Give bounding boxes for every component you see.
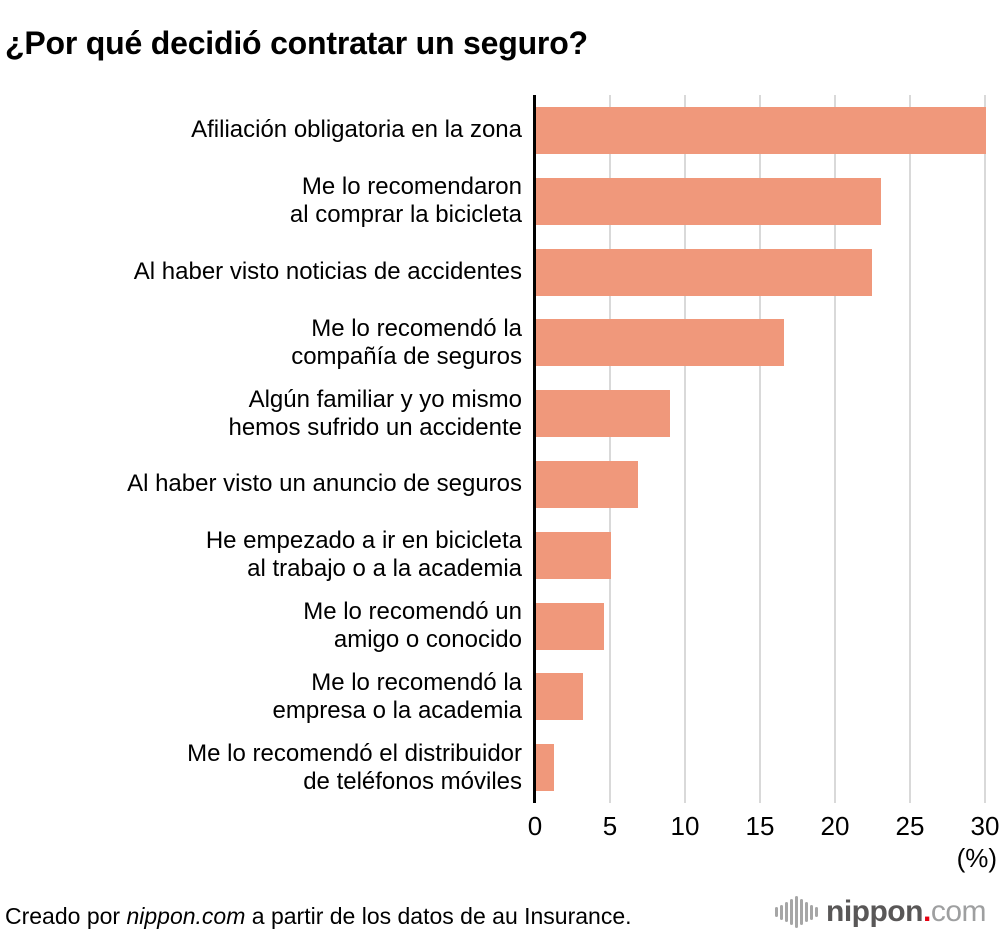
category-label: Me lo recomendó el distribuidor de teléfo… (0, 732, 522, 803)
category-label-line: Me lo recomendó el distribuidor (187, 739, 522, 767)
category-label-line: empresa o la academia (272, 696, 522, 724)
category-label-line: de teléfonos móviles (303, 767, 522, 795)
category-label-line: He empezado a ir en bicicleta (205, 527, 522, 555)
credit-prefix: Creado por (5, 903, 127, 929)
nippon-logo-text: nippon.com (826, 895, 987, 928)
category-label-line: amigo o conocido (333, 625, 522, 653)
bar (536, 744, 554, 792)
soundwave-bar (800, 899, 803, 925)
soundwave-bar (810, 904, 813, 920)
logo-tld: com (930, 895, 987, 928)
category-label-line: Al haber visto noticias de accidentes (133, 257, 522, 285)
category-label-line: Me lo recomendó la (311, 314, 522, 342)
x-axis-unit-label: (%) (956, 843, 997, 873)
category-label-line: al trabajo o a la academia (247, 555, 522, 583)
bar (536, 390, 670, 438)
gridline (759, 95, 761, 803)
soundwave-bar (780, 904, 783, 920)
category-label-line: Me lo recomendó la (311, 668, 522, 696)
bar (536, 177, 881, 225)
soundwave-bar (790, 899, 793, 925)
logo-name: nippon (826, 895, 923, 928)
x-tick-label: 5 (602, 811, 618, 841)
bar (536, 106, 986, 154)
category-label: Me lo recomendó la empresa o la academia (0, 661, 522, 732)
credit-brand: nippon.com (126, 903, 246, 929)
gridline (984, 95, 986, 803)
category-label: He empezado a ir en bicicleta al trabajo … (0, 520, 522, 591)
x-tick-label: 20 (820, 811, 850, 841)
plot-area (533, 95, 986, 803)
category-label-line: hemos sufrido un accidente (228, 413, 522, 441)
gridline (684, 95, 686, 803)
bar (536, 460, 638, 508)
category-label-line: Me lo recomendó un (303, 597, 522, 625)
x-tick-label: 30 (970, 811, 1000, 841)
bar (536, 248, 872, 296)
category-label-line: Algún familiar y yo mismo (248, 385, 522, 413)
category-label-line: Me lo recomendaron (301, 173, 522, 201)
source-credit: Creado por nippon.com a partir de los da… (5, 903, 632, 929)
x-tick-label: 25 (895, 811, 925, 841)
soundwave-bar (815, 907, 818, 917)
category-label-line: al comprar la bicicleta (289, 201, 522, 229)
category-label: Me lo recomendaron al comprar la biciclet… (0, 166, 522, 237)
soundwave-bar (805, 902, 808, 922)
bar (536, 531, 611, 579)
page-title: ¿Por qué decidió contratar un seguro? (5, 25, 588, 62)
x-tick-label: 10 (670, 811, 700, 841)
nippon-logo: nippon.com (775, 892, 987, 932)
credit-suffix: a partir de los datos de au Insurance. (245, 903, 632, 929)
category-label-line: Al haber visto un anuncio de seguros (127, 470, 522, 498)
category-label-line: Afiliación obligatoria en la zona (191, 116, 522, 144)
category-label: Al haber visto noticias de accidentes (0, 237, 522, 308)
gridline (909, 95, 911, 803)
x-tick-label: 0 (527, 811, 543, 841)
logo-dot: . (922, 895, 931, 928)
category-label-line: compañía de seguros (291, 342, 522, 370)
bar (536, 673, 583, 721)
soundwave-bar (785, 902, 788, 922)
gridline (609, 95, 611, 803)
gridline (834, 95, 836, 803)
bar-chart: Afiliación obligatoria en la zona Me lo r… (0, 95, 1000, 803)
y-axis-line (533, 95, 536, 803)
category-label: Me lo recomendó un amigo o conocido (0, 591, 522, 662)
category-label: Afiliación obligatoria en la zona (0, 95, 522, 166)
category-label: Algún familiar y yo mismo hemos sufrido u… (0, 378, 522, 449)
category-label: Me lo recomendó la compañía de seguros (0, 307, 522, 378)
bar (536, 602, 604, 650)
category-label: Al haber visto un anuncio de seguros (0, 449, 522, 520)
soundwave-bar (775, 907, 778, 917)
bar (536, 319, 784, 367)
x-tick-label: 15 (745, 811, 775, 841)
soundwave-bar (795, 896, 798, 928)
soundwave-icon (775, 894, 818, 930)
